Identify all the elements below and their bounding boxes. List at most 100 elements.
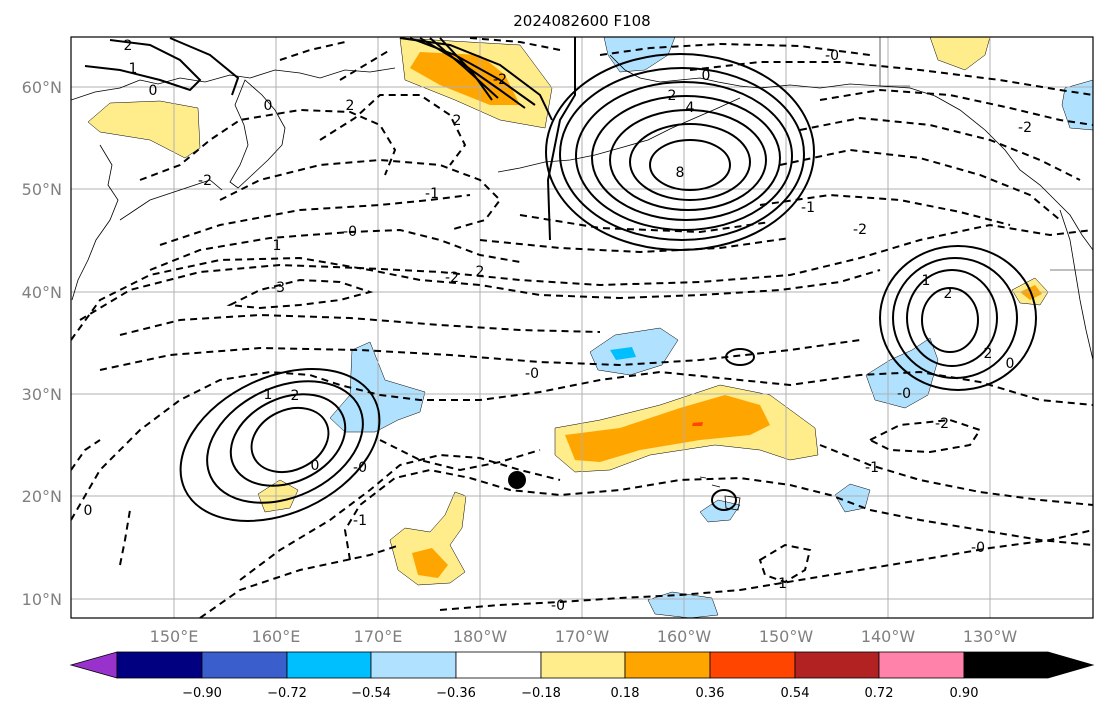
contour-solid (419, 37, 526, 109)
colorbar-segment (201, 651, 288, 679)
contour-label: -0 (353, 460, 367, 476)
colorbar-ticks: −0.90 −0.72 −0.54 −0.36 −0.18 0.18 0.36 … (182, 686, 978, 701)
colorbar-segment (878, 651, 965, 679)
contour-dashed (819, 444, 1093, 506)
shading-lightblue-region (834, 483, 871, 513)
contour-dashed (759, 193, 1011, 226)
lon-tick-label: 170°E (354, 627, 403, 646)
colorbar-extend-low (69, 651, 118, 679)
contour-label: -2 (493, 72, 507, 88)
contour-solid (711, 489, 737, 511)
contour-dashed (439, 529, 1093, 611)
shading-orange-region (565, 395, 770, 462)
colorbar-segment (709, 651, 796, 679)
contour-dashed (779, 148, 1061, 221)
coastline-kamchatka (229, 79, 286, 189)
lat-tick-label: 10°N (22, 590, 62, 609)
contour-dashed (343, 468, 1093, 561)
lon-tick-label: 180°W (453, 627, 508, 646)
contour-label: -0 (525, 366, 539, 382)
contour-label: 0 (1006, 356, 1015, 372)
colorbar-tick-label: −0.36 (436, 686, 476, 701)
contour-dashed (159, 194, 471, 246)
contour-dashed (867, 418, 982, 454)
contour-dashed (239, 453, 561, 581)
contour-dashed (219, 158, 502, 231)
contour-solid (439, 37, 493, 101)
contour-dashed (199, 544, 401, 618)
contour-solid (229, 393, 347, 487)
contour-dashed (71, 439, 101, 471)
contour-dashed (79, 223, 1093, 321)
shading-cyan-region (610, 347, 636, 360)
contour-label: 4 (686, 100, 695, 116)
contour-label: -0 (551, 598, 565, 614)
map-panel: 2 1 0 0 2 2 -2 -1 -0 1 2 -3 -2 -2 0 2 4 … (71, 37, 1093, 618)
contour-solid (399, 37, 553, 121)
colorbar-tick-label: 0.90 (950, 686, 979, 701)
contour-label: 0 (149, 83, 158, 99)
contour-solid (906, 269, 998, 367)
contour-dashed (149, 228, 521, 271)
contour-solid (649, 139, 731, 191)
colorbar-tick-label: 0.54 (781, 686, 810, 701)
contour-label: 2 (453, 113, 462, 129)
contour-label: -0 (971, 540, 985, 556)
contour-label: 0 (264, 98, 273, 114)
contour-label: -1 (353, 513, 367, 529)
contour-label: 2 (291, 388, 300, 404)
contour-dashed (819, 88, 1093, 126)
map-frame (70, 36, 1094, 619)
shading-lightblue-region (865, 337, 939, 409)
contour-label: -0 (825, 48, 839, 64)
border-canada (879, 37, 910, 87)
contour-labels: 2 1 0 0 2 2 -2 -1 -0 1 2 -3 -2 -2 0 2 4 … (84, 38, 1032, 614)
colorbar-tick-label: 0.72 (865, 686, 894, 701)
coastlines (71, 37, 1093, 511)
contour-label: 0 (702, 68, 711, 84)
contour-solid (206, 380, 364, 504)
shading-orange-region (412, 548, 448, 578)
coastline-west-canada (1059, 209, 1093, 361)
contour-label: 0 (311, 458, 320, 474)
lat-tick-label: 30°N (22, 385, 62, 404)
contour-solid (179, 368, 381, 522)
lon-tick-label: 150°E (150, 627, 199, 646)
coastline-alaska (609, 54, 1093, 251)
contour-solid (921, 287, 979, 353)
contour-label: -0 (343, 224, 357, 240)
contour-dashed (379, 439, 541, 472)
contour-label: 1 (264, 387, 273, 403)
contour-label: 0 (84, 503, 93, 519)
lon-tick-label: 130°W (963, 627, 1018, 646)
colorbar-segment (794, 651, 880, 679)
contour-label: -2 (1018, 120, 1032, 136)
lon-tick-label: 160°E (252, 627, 301, 646)
contour-solid (559, 67, 805, 241)
colorbar-segment (286, 651, 372, 679)
coastline-aleutians (497, 97, 741, 173)
contour-solid (429, 37, 499, 99)
coastline-okhotsk (71, 144, 119, 301)
contour-label: -2 (445, 270, 459, 286)
colorbar-tick-label: 0.36 (696, 686, 725, 701)
coastline-asia-north (71, 67, 396, 101)
contour-label: -1 (773, 576, 787, 592)
contour-solid (250, 406, 330, 474)
lon-tick-label: 160°W (657, 627, 712, 646)
contour-label: 1 (129, 61, 138, 77)
contours-dashed (71, 37, 1093, 618)
contour-label: -1 (865, 460, 879, 476)
contour-label: -1 (801, 200, 815, 216)
contour-label: 2 (346, 98, 355, 114)
gridlines (71, 37, 1093, 618)
contour-label: 1 (922, 273, 931, 289)
contour-solid (879, 245, 1037, 391)
contour-solid (575, 81, 793, 231)
contour-dashed (469, 37, 561, 51)
lat-tick-label: 50°N (22, 180, 62, 199)
contour-dashed (119, 313, 601, 336)
shading-yellow-region (929, 37, 991, 71)
contour-dashed (99, 339, 861, 371)
